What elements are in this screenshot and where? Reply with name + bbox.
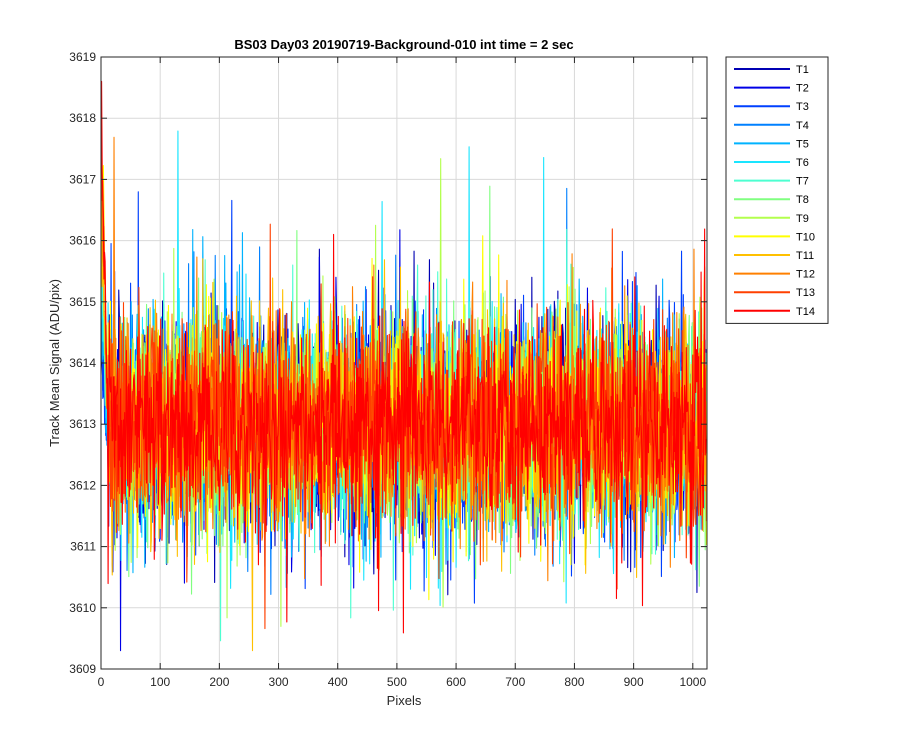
legend-label-T14: T14 <box>796 306 815 318</box>
y-tick-label: 3614 <box>69 356 96 370</box>
x-tick-label: 100 <box>150 675 170 689</box>
legend-label-T2: T2 <box>796 83 809 95</box>
legend-label-T4: T4 <box>796 120 809 132</box>
legend-label-T6: T6 <box>796 157 809 169</box>
y-tick-label: 3619 <box>69 50 96 64</box>
x-tick-label: 300 <box>269 675 289 689</box>
legend-box <box>725 56 829 324</box>
legend-label-T1: T1 <box>796 64 809 76</box>
y-tick-label: 3618 <box>69 111 96 125</box>
x-tick-label: 200 <box>209 675 229 689</box>
chart-title: BS03 Day03 20190719-Background-010 int t… <box>234 37 573 52</box>
legend-label-T9: T9 <box>796 213 809 225</box>
legend-label-T12: T12 <box>796 269 815 281</box>
x-tick-label: 800 <box>564 675 584 689</box>
legend-label-T8: T8 <box>796 194 809 206</box>
legend-label-T5: T5 <box>796 138 809 150</box>
y-tick-label: 3617 <box>69 172 96 186</box>
x-tick-label: 900 <box>624 675 644 689</box>
x-tick-label: 0 <box>98 675 105 689</box>
series-line-T14 <box>101 80 707 634</box>
legend-label-T7: T7 <box>796 176 809 188</box>
ticks: 0 100 200 300 400 500 600 700 800 900 1000 3609 3610… <box>69 50 707 689</box>
y-tick-label: 3616 <box>69 234 96 248</box>
y-tick-label: 3615 <box>69 295 96 309</box>
legend-label-T3: T3 <box>796 101 809 113</box>
legend-label-T11: T11 <box>796 250 814 262</box>
series-group <box>101 80 707 652</box>
y-tick-label: 3609 <box>69 662 96 676</box>
legend-label-T10: T10 <box>796 231 815 243</box>
x-axis-label: Pixels <box>387 693 422 708</box>
x-tick-label: 700 <box>505 675 525 689</box>
x-tick-label: 1000 <box>679 675 706 689</box>
y-tick-label: 3610 <box>69 601 96 615</box>
y-tick-label: 3613 <box>69 417 96 431</box>
y-axis-label: Track Mean Signal (ADU/pix) <box>47 279 62 447</box>
legend: T1 T2 T3 T4 T5 T6 T7 T8 T9 T10 T11 T12 T13 T14 <box>725 56 829 324</box>
y-tick-label: 3611 <box>70 540 96 554</box>
legend-label-T13: T13 <box>796 287 815 299</box>
x-tick-label: 400 <box>328 675 348 689</box>
y-tick-label: 3612 <box>69 478 96 492</box>
x-tick-label: 500 <box>387 675 407 689</box>
x-tick-label: 600 <box>446 675 466 689</box>
